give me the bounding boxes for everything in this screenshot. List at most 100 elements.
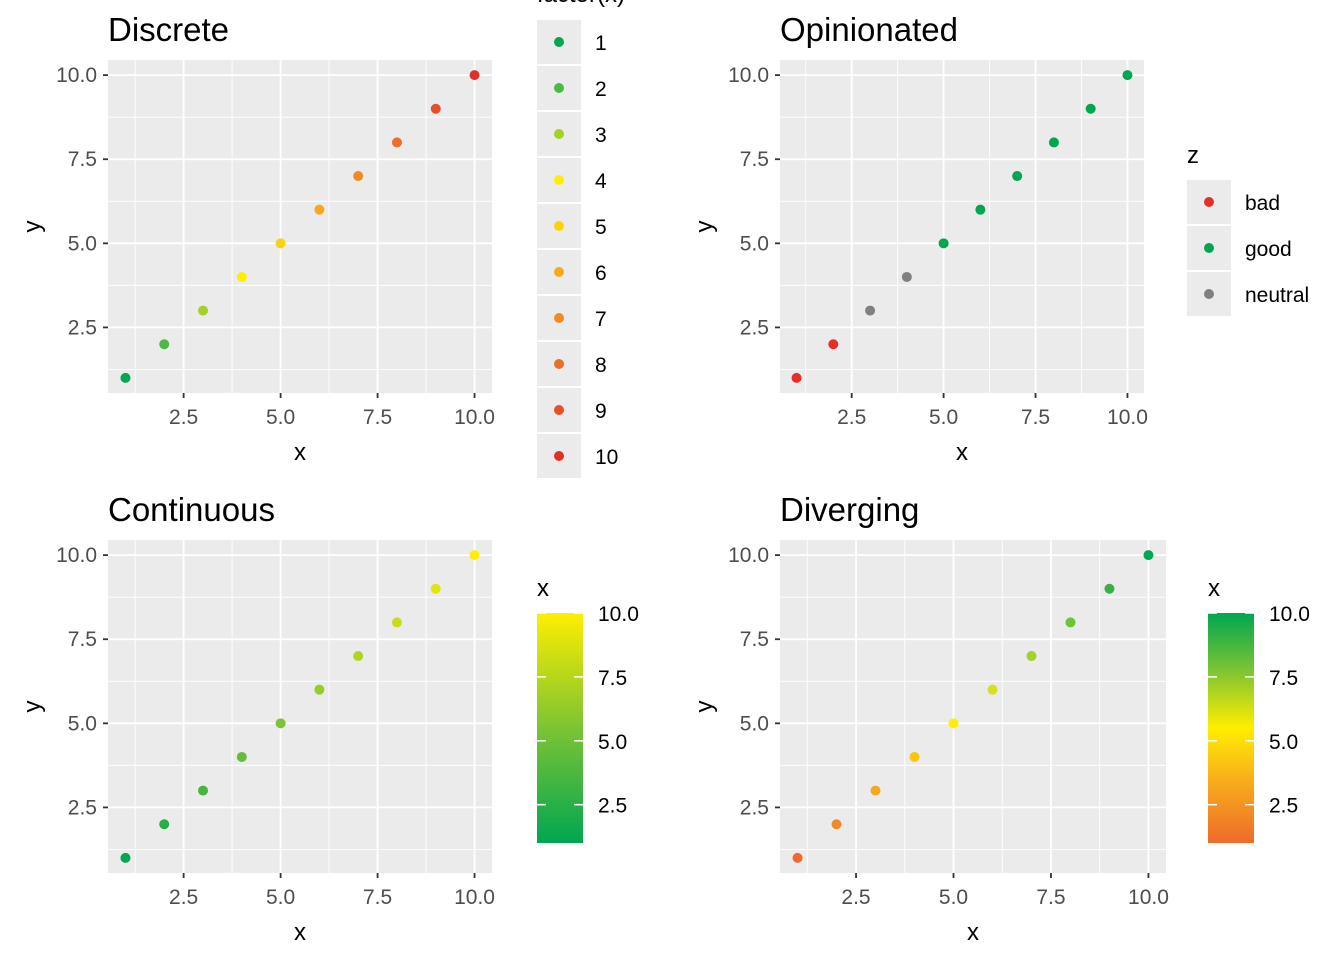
colorbar-label: 10.0 [598, 603, 639, 626]
x-axis-label: x [294, 439, 306, 466]
colorbar [537, 613, 583, 843]
y-tick-label: 2.5 [740, 316, 769, 339]
legend: factor(x) 1 2 3 4 5 6 7 8 9 10 [537, 0, 625, 478]
x-tick-label: 10.0 [1128, 886, 1169, 909]
y-tick-label: 2.5 [68, 796, 97, 819]
legend-label: 4 [595, 170, 607, 193]
legend-swatch [554, 221, 564, 231]
y-tick-label: 10.0 [728, 64, 769, 87]
legend-swatch [554, 313, 564, 323]
x-tick-label: 2.5 [841, 886, 870, 909]
legend-label: 3 [595, 124, 607, 147]
legend-swatch [554, 405, 564, 415]
data-point [159, 339, 170, 350]
x-tick-label: 10.0 [454, 886, 495, 909]
x-axis-label: x [956, 439, 968, 466]
data-point [430, 583, 441, 594]
data-point [314, 684, 325, 695]
x-tick-label: 2.5 [169, 886, 198, 909]
data-point [198, 305, 209, 316]
legend-label: 9 [595, 400, 607, 423]
data-point [1122, 70, 1133, 81]
data-point [1026, 651, 1037, 662]
colorbar-label: 2.5 [598, 795, 627, 818]
y-tick-label: 7.5 [740, 628, 769, 651]
data-point [948, 718, 959, 729]
x-tick-label: 2.5 [169, 406, 198, 429]
y-tick-label: 10.0 [56, 544, 97, 567]
data-point [120, 852, 131, 863]
data-point [975, 204, 986, 215]
legend-swatch [1204, 243, 1214, 253]
legend-label: 6 [595, 262, 607, 285]
y-tick-label: 5.0 [68, 712, 97, 735]
data-point [938, 238, 949, 249]
data-point [987, 684, 998, 695]
colorbar [1208, 613, 1254, 843]
y-tick-label: 2.5 [68, 316, 97, 339]
legend-title: x [537, 575, 549, 602]
chart-title: Discrete [108, 11, 229, 48]
data-point [469, 70, 480, 81]
x-tick-label: 7.5 [363, 406, 392, 429]
colorbar-label: 5.0 [1269, 731, 1298, 754]
data-point [275, 238, 286, 249]
x-tick-label: 2.5 [837, 406, 866, 429]
panel-background [780, 540, 1166, 873]
legend: x 2.5 5.0 7.5 10.0 [537, 575, 639, 843]
data-point [870, 785, 881, 796]
y-axis-label: y [691, 221, 718, 233]
legend-swatch [554, 129, 564, 139]
y-axis-label: y [19, 221, 46, 233]
y-tick-label: 5.0 [740, 712, 769, 735]
chart-discrete: 2.5 5.0 7.5 10.0 2.5 5.0 7.5 10.0 x y Discrete fact… [19, 0, 625, 478]
data-point [236, 751, 247, 762]
legend-label: 8 [595, 354, 607, 377]
legend-swatch [1204, 289, 1214, 299]
data-point [828, 339, 839, 350]
legend-label: 7 [595, 308, 607, 331]
data-point [391, 137, 402, 148]
x-tick-label: 7.5 [1021, 406, 1050, 429]
x-tick-label: 5.0 [939, 886, 968, 909]
legend-label: good [1245, 238, 1292, 261]
data-point [236, 271, 247, 282]
legend-swatch [554, 359, 564, 369]
legend-title: z [1187, 142, 1199, 169]
chart-title: Continuous [108, 491, 275, 528]
panel-background [108, 540, 492, 873]
legend-swatch [1204, 197, 1214, 207]
data-point [1065, 617, 1076, 628]
x-tick-label: 5.0 [266, 886, 295, 909]
data-point [1104, 583, 1115, 594]
legend-swatch [554, 267, 564, 277]
y-axis-label: y [691, 701, 718, 713]
y-tick-label: 5.0 [68, 232, 97, 255]
legend-label: 1 [595, 32, 607, 55]
colorbar-label: 10.0 [1269, 603, 1310, 626]
colorbar-label: 5.0 [598, 731, 627, 754]
legend-label: 2 [595, 78, 607, 101]
data-point [1048, 137, 1059, 148]
x-tick-label: 10.0 [454, 406, 495, 429]
y-tick-label: 5.0 [740, 232, 769, 255]
y-tick-label: 7.5 [68, 148, 97, 171]
x-tick-label: 5.0 [929, 406, 958, 429]
data-point [198, 785, 209, 796]
data-point [120, 372, 131, 383]
legend-swatch [554, 83, 564, 93]
colorbar-label: 7.5 [598, 667, 627, 690]
panel-background [780, 60, 1144, 393]
data-point [831, 819, 842, 830]
legend-swatch [554, 451, 564, 461]
colorbar-label: 7.5 [1269, 667, 1298, 690]
x-tick-label: 5.0 [266, 406, 295, 429]
legend-title: x [1208, 575, 1220, 602]
y-tick-label: 2.5 [740, 796, 769, 819]
y-axis-label: y [19, 701, 46, 713]
y-tick-label: 10.0 [56, 64, 97, 87]
x-axis-label: x [294, 919, 306, 946]
x-axis-label: x [967, 919, 979, 946]
data-point [1085, 103, 1096, 114]
